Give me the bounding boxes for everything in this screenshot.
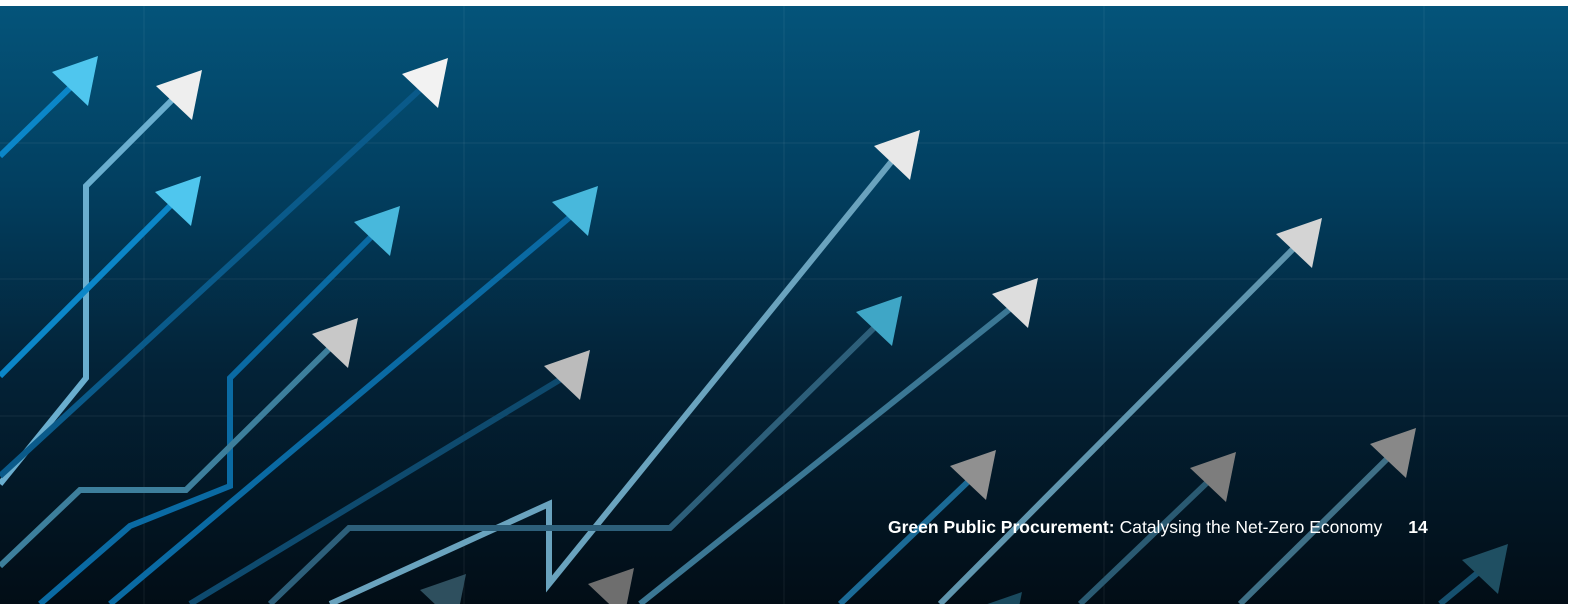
arrowhead bbox=[950, 450, 996, 500]
arrow-line bbox=[38, 229, 379, 604]
arrowhead bbox=[874, 130, 920, 180]
arrowhead bbox=[1276, 218, 1322, 268]
arrowhead bbox=[155, 176, 201, 226]
arrowhead bbox=[52, 56, 98, 106]
arrow-line bbox=[638, 301, 1018, 604]
arrowhead bbox=[992, 278, 1038, 328]
arrowhead bbox=[987, 592, 1022, 604]
arrowhead bbox=[856, 296, 902, 346]
arrow-line bbox=[0, 339, 339, 569]
arrowhead bbox=[552, 186, 598, 236]
arrowhead bbox=[544, 350, 590, 400]
arrowhead bbox=[420, 574, 466, 604]
arrow-line bbox=[188, 373, 568, 604]
arrow-line bbox=[0, 93, 179, 486]
arrow-line bbox=[267, 319, 883, 604]
arrow-line bbox=[328, 154, 899, 604]
page-number: 14 bbox=[1408, 516, 1428, 537]
rising-arrows-graphic bbox=[0, 6, 1568, 604]
cover-banner-image bbox=[0, 6, 1568, 604]
arrow-line bbox=[1237, 451, 1395, 604]
arrow-line bbox=[0, 77, 81, 159]
report-title: Green Public Procurement: bbox=[888, 516, 1115, 537]
arrow-line bbox=[108, 209, 578, 604]
arrow-line bbox=[937, 241, 1301, 604]
arrowhead bbox=[312, 318, 358, 368]
arrow-line bbox=[0, 83, 427, 479]
arrowhead bbox=[156, 70, 202, 120]
arrow-line bbox=[837, 473, 977, 604]
arrow-line bbox=[0, 191, 185, 379]
arrowhead bbox=[402, 58, 448, 108]
arrowhead bbox=[588, 568, 634, 604]
arrowhead bbox=[1370, 428, 1416, 478]
arrowhead bbox=[1190, 452, 1236, 502]
page-footer: Green Public Procurement: Catalysing the… bbox=[888, 512, 1428, 542]
arrowhead bbox=[354, 206, 400, 256]
arrow-line bbox=[1077, 473, 1217, 604]
report-subtitle: Catalysing the Net-Zero Economy bbox=[1119, 516, 1383, 537]
arrowhead bbox=[1462, 544, 1508, 594]
